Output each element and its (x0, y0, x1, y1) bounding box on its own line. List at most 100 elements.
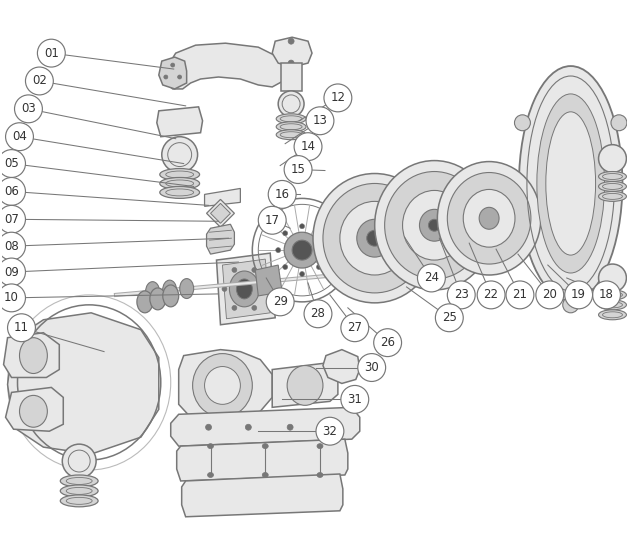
Polygon shape (170, 408, 360, 446)
Text: 12: 12 (330, 91, 345, 104)
Ellipse shape (163, 285, 179, 307)
Circle shape (8, 314, 35, 342)
Polygon shape (8, 313, 159, 454)
Ellipse shape (19, 395, 47, 427)
Ellipse shape (599, 290, 626, 300)
Ellipse shape (208, 472, 213, 477)
Ellipse shape (222, 287, 227, 292)
Text: 02: 02 (32, 74, 47, 87)
Ellipse shape (367, 230, 382, 246)
Circle shape (284, 156, 312, 184)
Text: 23: 23 (454, 288, 469, 301)
Ellipse shape (232, 267, 237, 272)
Ellipse shape (232, 305, 237, 310)
Polygon shape (182, 474, 343, 517)
Ellipse shape (245, 424, 252, 430)
Ellipse shape (19, 338, 47, 373)
Text: 07: 07 (4, 213, 19, 226)
Ellipse shape (599, 145, 626, 173)
Ellipse shape (313, 173, 437, 303)
Ellipse shape (299, 224, 304, 229)
Text: 19: 19 (571, 288, 586, 301)
Polygon shape (179, 350, 272, 421)
Circle shape (418, 264, 445, 292)
Ellipse shape (599, 172, 626, 182)
Circle shape (259, 206, 286, 234)
Polygon shape (204, 189, 240, 206)
Ellipse shape (276, 248, 281, 252)
Ellipse shape (192, 354, 252, 417)
Ellipse shape (599, 191, 626, 201)
Polygon shape (281, 63, 302, 91)
Ellipse shape (276, 130, 306, 140)
Ellipse shape (288, 38, 294, 44)
Circle shape (316, 417, 344, 445)
Ellipse shape (611, 115, 627, 131)
Text: 32: 32 (323, 425, 337, 438)
Ellipse shape (137, 291, 153, 313)
Ellipse shape (599, 300, 626, 310)
Ellipse shape (282, 231, 287, 236)
Circle shape (324, 84, 352, 112)
Ellipse shape (262, 472, 268, 477)
Ellipse shape (420, 210, 449, 241)
Circle shape (14, 95, 42, 123)
Ellipse shape (162, 137, 198, 173)
Circle shape (341, 314, 369, 342)
Text: 21: 21 (513, 288, 528, 301)
Ellipse shape (180, 279, 194, 299)
Ellipse shape (323, 184, 426, 293)
Ellipse shape (287, 424, 293, 430)
Ellipse shape (599, 264, 626, 292)
Ellipse shape (160, 186, 199, 199)
Ellipse shape (170, 63, 175, 67)
Polygon shape (272, 37, 312, 67)
Text: 06: 06 (4, 185, 19, 198)
Circle shape (477, 281, 505, 309)
Circle shape (0, 150, 25, 178)
Ellipse shape (327, 424, 333, 430)
Polygon shape (159, 57, 187, 89)
Text: 28: 28 (311, 307, 325, 320)
Ellipse shape (317, 444, 323, 449)
Polygon shape (255, 265, 282, 296)
Polygon shape (216, 253, 276, 324)
Circle shape (37, 39, 65, 67)
Ellipse shape (479, 207, 499, 229)
Ellipse shape (375, 161, 494, 290)
Ellipse shape (62, 444, 96, 478)
Polygon shape (211, 204, 230, 223)
Ellipse shape (515, 115, 530, 131)
Text: 26: 26 (380, 336, 395, 349)
Circle shape (593, 281, 620, 309)
Circle shape (435, 304, 463, 332)
Ellipse shape (204, 366, 240, 404)
Ellipse shape (276, 122, 306, 132)
Ellipse shape (262, 287, 267, 292)
Ellipse shape (208, 444, 213, 449)
Ellipse shape (519, 66, 623, 301)
Polygon shape (272, 362, 338, 408)
Polygon shape (206, 200, 235, 227)
Ellipse shape (160, 178, 199, 189)
Polygon shape (157, 107, 203, 137)
Text: 13: 13 (313, 114, 328, 127)
Ellipse shape (284, 232, 320, 268)
Ellipse shape (287, 366, 323, 405)
Circle shape (0, 284, 25, 312)
Ellipse shape (563, 297, 579, 313)
Text: 20: 20 (542, 288, 557, 301)
Text: 18: 18 (599, 288, 614, 301)
Polygon shape (6, 387, 64, 431)
Ellipse shape (145, 282, 160, 301)
Text: 15: 15 (291, 163, 306, 176)
Ellipse shape (357, 219, 392, 257)
Circle shape (0, 178, 25, 205)
Circle shape (341, 386, 369, 413)
Ellipse shape (299, 272, 304, 277)
Circle shape (565, 281, 593, 309)
Text: 11: 11 (14, 321, 29, 334)
Polygon shape (206, 224, 235, 254)
Ellipse shape (316, 265, 321, 270)
Circle shape (536, 281, 564, 309)
